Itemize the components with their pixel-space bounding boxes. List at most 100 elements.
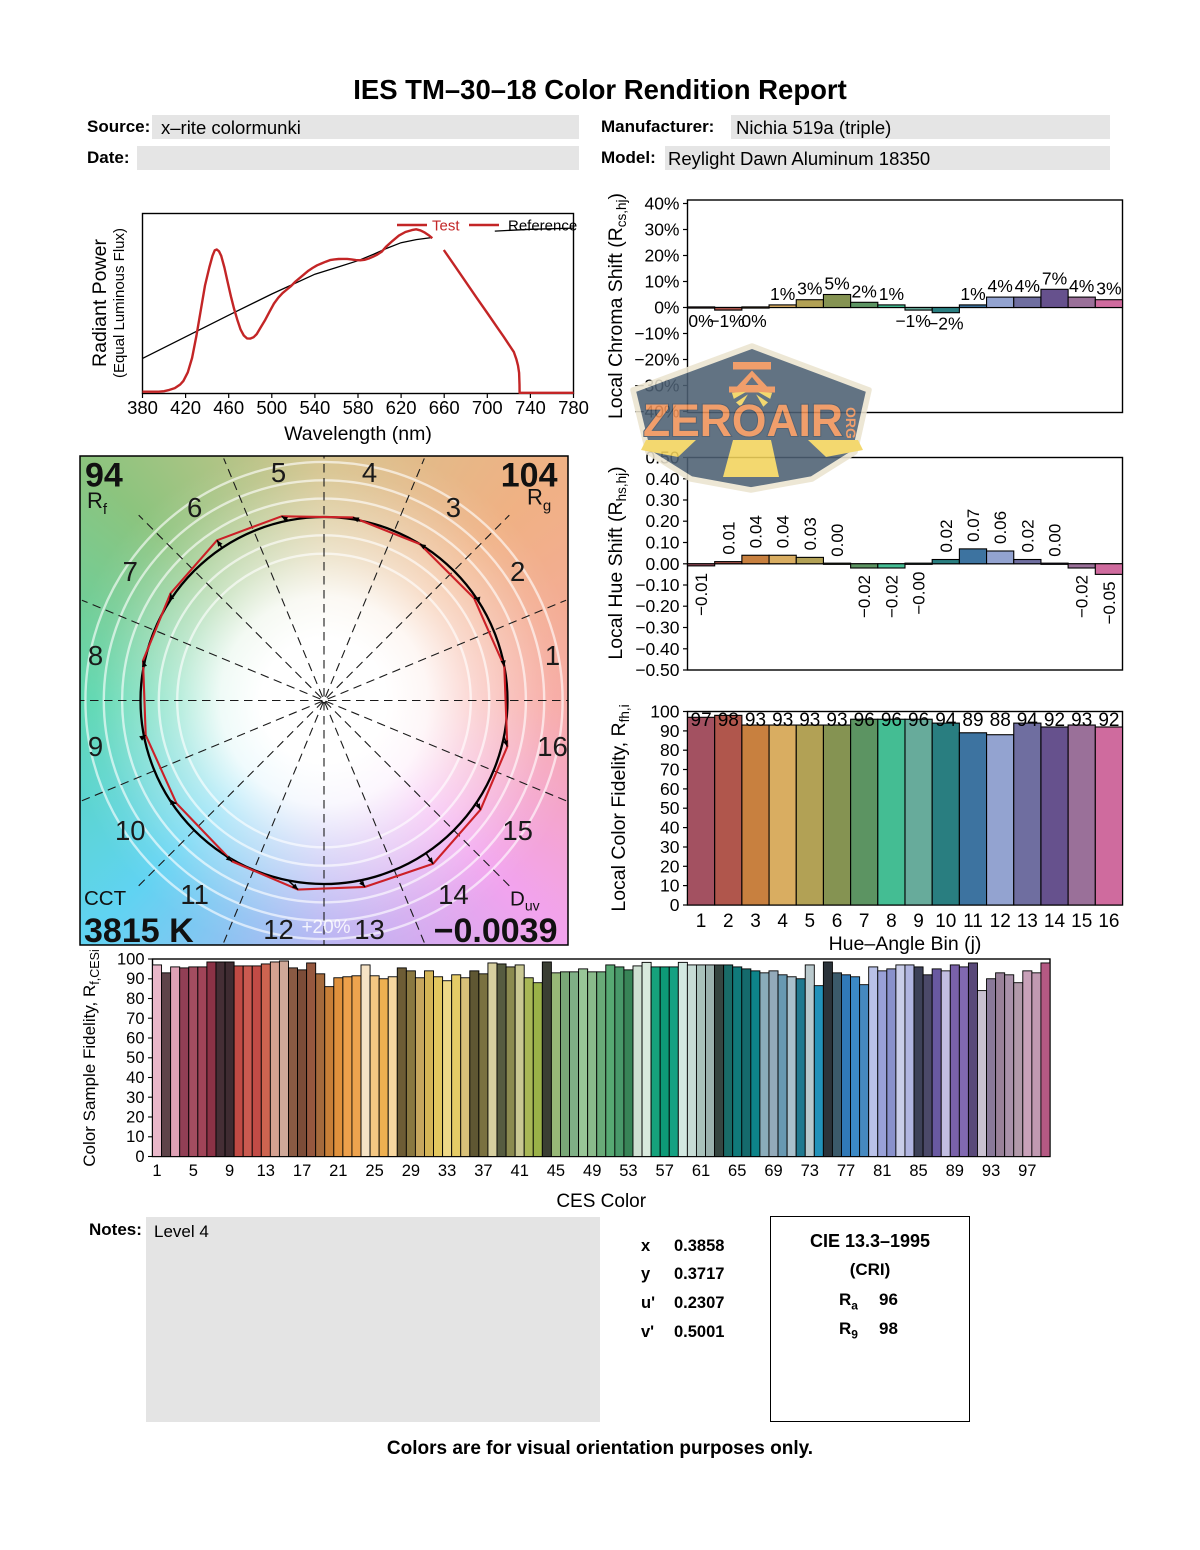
svg-text:30%: 30% (644, 220, 679, 240)
svg-text:98: 98 (718, 710, 739, 731)
svg-text:−0.02: −0.02 (855, 575, 874, 618)
svg-text:14: 14 (438, 879, 469, 910)
svg-text:90: 90 (660, 721, 680, 741)
svg-text:17: 17 (293, 1162, 311, 1180)
svg-text:−0.20: −0.20 (635, 596, 680, 616)
svg-text:2%: 2% (852, 281, 877, 301)
svg-text:380: 380 (127, 397, 158, 418)
svg-text:20%: 20% (644, 246, 679, 266)
svg-text:21: 21 (329, 1162, 347, 1180)
svg-text:1%: 1% (879, 284, 904, 304)
svg-text:90: 90 (126, 970, 144, 988)
svg-text:92: 92 (1044, 710, 1065, 731)
svg-text:0.00: 0.00 (645, 554, 679, 574)
svg-text:0%: 0% (654, 298, 679, 318)
svg-text:12: 12 (263, 914, 294, 945)
svg-text:25: 25 (365, 1162, 383, 1180)
svg-text:10: 10 (115, 815, 146, 846)
svg-text:Test: Test (432, 218, 460, 235)
svg-text:2: 2 (723, 911, 734, 932)
svg-text:Radiant Power: Radiant Power (89, 239, 111, 367)
svg-text:104: 104 (501, 457, 558, 495)
svg-text:10%: 10% (644, 272, 679, 292)
svg-text:37: 37 (474, 1162, 492, 1180)
svg-text:460: 460 (213, 397, 244, 418)
svg-text:9: 9 (225, 1162, 234, 1180)
svg-text:11: 11 (963, 911, 983, 932)
svg-text:3815 K: 3815 K (84, 912, 194, 950)
svg-text:−1%: −1% (895, 311, 931, 331)
svg-text:94: 94 (85, 457, 123, 495)
svg-text:5: 5 (189, 1162, 198, 1180)
svg-text:Rf: Rf (87, 488, 108, 518)
svg-text:7%: 7% (1042, 268, 1067, 288)
svg-text:−0.40: −0.40 (635, 639, 680, 659)
svg-text:50: 50 (126, 1049, 144, 1067)
svg-text:Hue–Angle Bin (j): Hue–Angle Bin (j) (829, 933, 982, 955)
svg-text:Reference: Reference (508, 218, 577, 235)
svg-text:20: 20 (126, 1109, 144, 1127)
svg-text:15: 15 (1071, 911, 1092, 932)
svg-text:13: 13 (354, 914, 385, 945)
svg-text:1: 1 (696, 911, 707, 932)
svg-text:89: 89 (962, 710, 983, 731)
svg-text:14: 14 (1044, 911, 1066, 932)
svg-text:3%: 3% (1096, 279, 1121, 299)
svg-text:12: 12 (990, 911, 1011, 932)
svg-text:88: 88 (990, 710, 1011, 731)
svg-text:89: 89 (946, 1162, 964, 1180)
svg-text:0.10: 0.10 (645, 533, 679, 553)
svg-text:−0.30: −0.30 (635, 618, 680, 638)
svg-text:93: 93 (1071, 710, 1092, 731)
svg-text:30: 30 (126, 1089, 144, 1107)
svg-text:1: 1 (152, 1162, 161, 1180)
svg-text:−0.10: −0.10 (635, 575, 680, 595)
svg-text:80: 80 (126, 990, 144, 1008)
svg-text:96: 96 (854, 710, 875, 731)
svg-text:−0.00: −0.00 (910, 572, 929, 615)
svg-text:96: 96 (908, 710, 929, 731)
svg-text:15: 15 (502, 815, 533, 846)
svg-text:CCT: CCT (84, 887, 127, 910)
svg-text:93: 93 (799, 710, 820, 731)
svg-text:9: 9 (88, 731, 103, 762)
svg-text:8: 8 (88, 640, 103, 671)
svg-text:6: 6 (187, 492, 202, 523)
svg-text:0.00: 0.00 (828, 524, 847, 557)
svg-text:13: 13 (1017, 911, 1038, 932)
svg-text:−0.0039: −0.0039 (434, 912, 558, 950)
svg-text:0.02: 0.02 (1018, 519, 1037, 552)
svg-text:−20%: −20% (634, 350, 679, 370)
svg-text:8: 8 (886, 911, 897, 932)
svg-text:60: 60 (660, 779, 680, 799)
svg-text:6: 6 (832, 911, 843, 932)
svg-text:Local Chroma Shift (Rcs,hj): Local Chroma Shift (Rcs,hj) (605, 193, 629, 419)
svg-text:7: 7 (859, 911, 870, 932)
svg-text:0: 0 (670, 895, 680, 915)
svg-text:740: 740 (515, 397, 546, 418)
svg-text:ORG: ORG (843, 407, 859, 439)
svg-text:33: 33 (438, 1162, 456, 1180)
svg-text:93: 93 (982, 1162, 1000, 1180)
svg-text:4: 4 (362, 457, 377, 488)
svg-text:69: 69 (764, 1162, 782, 1180)
svg-text:73: 73 (801, 1162, 819, 1180)
svg-text:Local Color Fidelity, Rfh,i: Local Color Fidelity, Rfh,i (608, 704, 632, 911)
svg-text:3: 3 (750, 911, 761, 932)
svg-text:−0.02: −0.02 (882, 575, 901, 618)
svg-text:61: 61 (692, 1162, 710, 1180)
svg-text:3: 3 (446, 492, 461, 523)
svg-text:Duv: Duv (510, 888, 540, 914)
svg-text:10: 10 (935, 911, 956, 932)
svg-text:540: 540 (299, 397, 330, 418)
svg-text:0.06: 0.06 (991, 511, 1010, 544)
svg-text:0.02: 0.02 (937, 519, 956, 552)
svg-text:0: 0 (135, 1148, 144, 1166)
svg-text:16: 16 (537, 731, 568, 762)
svg-text:4%: 4% (1069, 276, 1094, 296)
svg-text:9: 9 (913, 911, 924, 932)
svg-text:+20%: +20% (301, 917, 350, 938)
svg-text:100: 100 (650, 702, 679, 722)
svg-text:80: 80 (660, 740, 680, 760)
svg-text:2: 2 (510, 556, 525, 587)
